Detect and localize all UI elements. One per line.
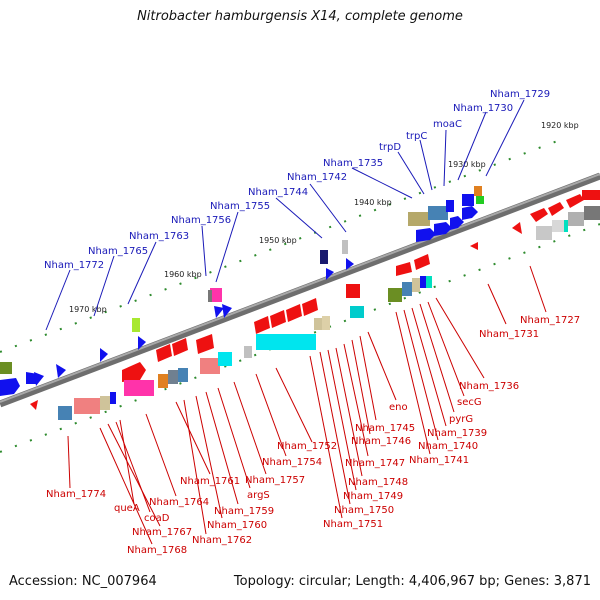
gene-label: Nham_1740: [418, 441, 478, 452]
gene-label: queA: [114, 503, 140, 514]
gene-label: Nham_1757: [245, 475, 305, 486]
accession-text: Accession: NC_007964: [9, 574, 157, 589]
gene-label: pyrG: [449, 414, 473, 425]
tick-label: 1970 kbp: [69, 305, 107, 314]
gene-label: Nham_1744: [248, 187, 308, 198]
gene-label: Nham_1763: [129, 231, 189, 242]
gene-label: coaD: [144, 513, 170, 524]
upper-features: [0, 186, 484, 396]
gene-label: Nham_1760: [207, 520, 267, 531]
gene-label: Nham_1742: [287, 172, 347, 183]
tick-label: 1950 kbp: [259, 236, 297, 245]
map-title: Nitrobacter hamburgensis X14, complete g…: [137, 9, 463, 24]
gene-label: Nham_1749: [343, 491, 403, 502]
gene-label: Nham_1774: [46, 489, 106, 500]
gene-label: argS: [247, 490, 270, 501]
gene-label: Nham_1759: [214, 506, 274, 517]
gene-label: Nham_1735: [323, 158, 383, 169]
lower-features: [30, 190, 600, 420]
gene-label: Nham_1750: [334, 505, 394, 516]
gene-label: Nham_1765: [88, 246, 148, 257]
gene-label: Nham_1751: [323, 519, 383, 530]
gene-label: Nham_1754: [262, 457, 322, 468]
gene-label: Nham_1752: [277, 441, 337, 452]
gene-label: Nham_1755: [210, 201, 270, 212]
gene-label: Nham_1756: [171, 215, 231, 226]
gene-label: Nham_1727: [520, 315, 580, 326]
gene-label: Nham_1730: [453, 103, 513, 114]
gene-label: Nham_1761: [180, 476, 240, 487]
gene-label: Nham_1762: [192, 535, 252, 546]
tick-label: 1960 kbp: [164, 270, 202, 279]
tick-label: 1930 kbp: [448, 160, 486, 169]
upper-gene-labels: Nham_1729 Nham_1730 moaC trpC trpD Nham_…: [44, 89, 550, 271]
gene-label: Nham_1768: [127, 545, 187, 556]
gene-label: Nham_1731: [479, 329, 539, 340]
tick-labels: 1920 kbp 1930 kbp 1940 kbp 1950 kbp 1960…: [69, 121, 579, 314]
gene-label: Nham_1764: [149, 497, 209, 508]
gene-label: Nham_1729: [490, 89, 550, 100]
gene-label: trpD: [379, 142, 401, 153]
gene-label: trpC: [406, 131, 427, 142]
gene-label: moaC: [433, 119, 462, 130]
lower-gene-labels: Nham_1727 Nham_1731 Nham_1736 secG pyrG …: [46, 315, 580, 556]
gene-label: Nham_1745: [355, 423, 415, 434]
gene-label: Nham_1739: [427, 428, 487, 439]
gene-label: Nham_1748: [348, 477, 408, 488]
tick-label: 1940 kbp: [354, 198, 392, 207]
gene-label: Nham_1772: [44, 260, 104, 271]
gene-label: Nham_1767: [132, 527, 192, 538]
genome-backbone: [0, 172, 600, 408]
leader-lines: [45, 99, 547, 545]
gene-label: Nham_1747: [345, 458, 405, 469]
gene-label: Nham_1736: [459, 381, 519, 392]
gene-label: eno: [389, 402, 408, 413]
tick-label: 1920 kbp: [541, 121, 579, 130]
genome-stats-text: Topology: circular; Length: 4,406,967 bp…: [233, 574, 591, 589]
gene-label: Nham_1741: [409, 455, 469, 466]
gene-label: Nham_1746: [351, 436, 411, 447]
gene-label: secG: [457, 397, 482, 408]
